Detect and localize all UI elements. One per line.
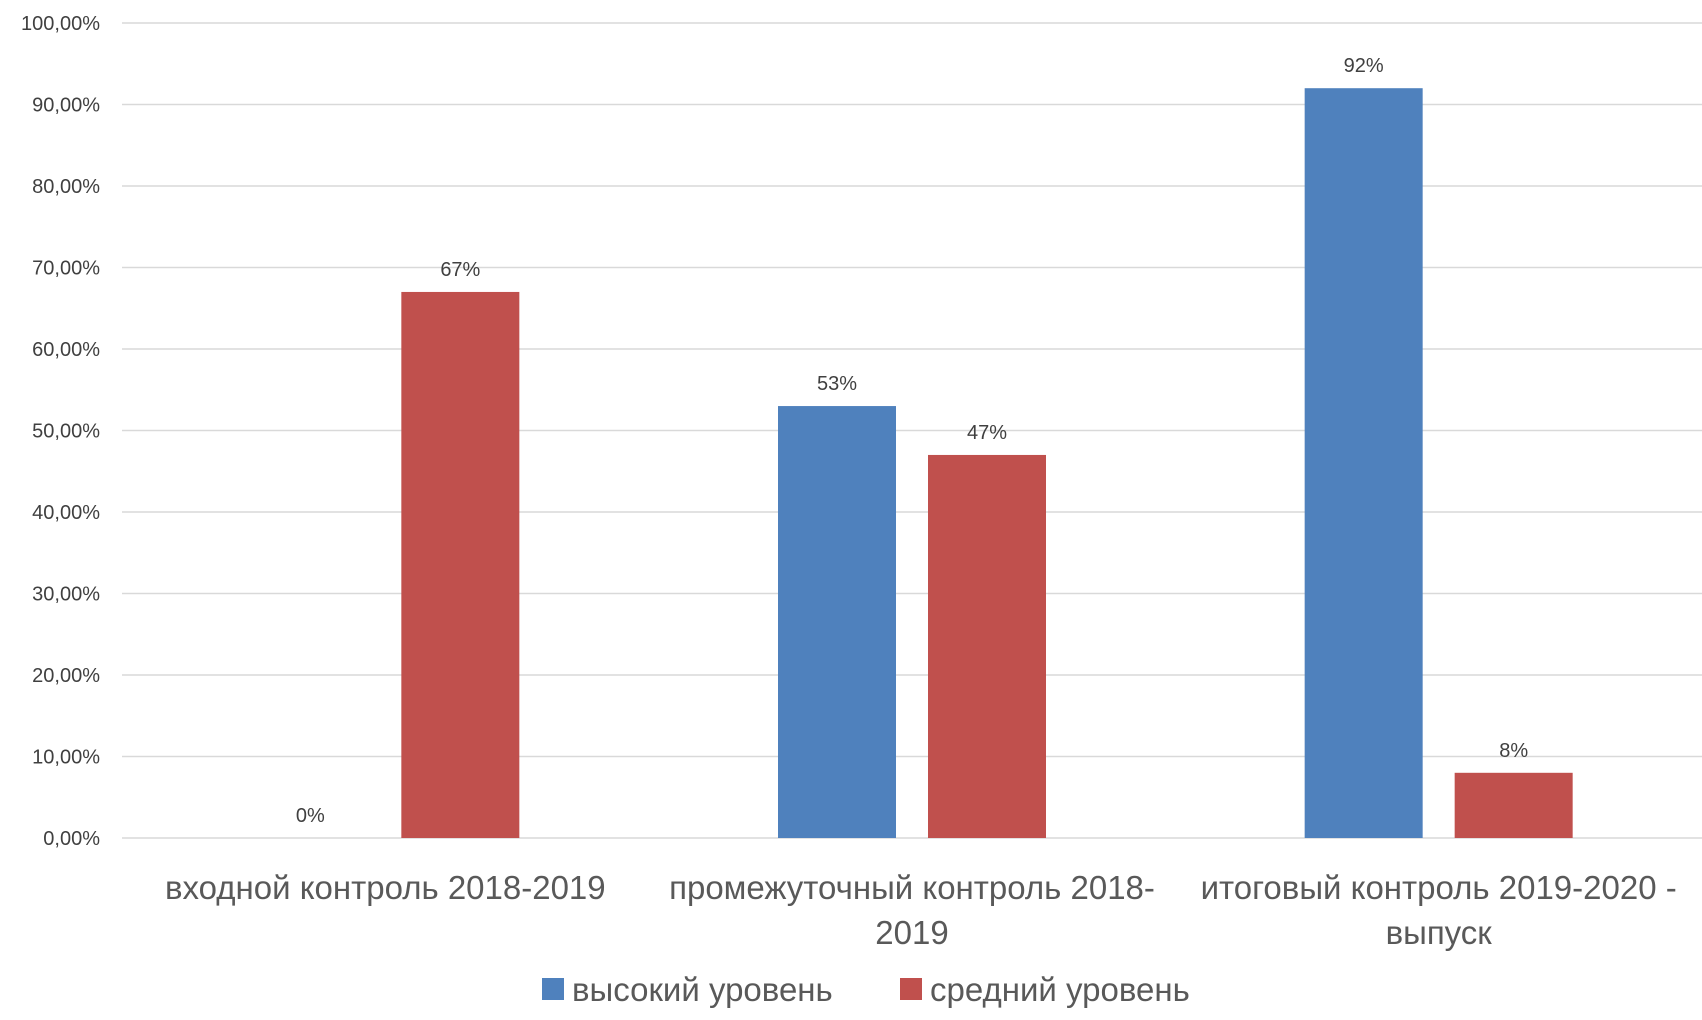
data-label: 53% (817, 373, 857, 395)
bar-series-2-category-3 (1454, 772, 1573, 838)
data-label: 92% (1344, 55, 1384, 77)
y-tick-label: 40,00% (32, 502, 100, 524)
legend-label: средний уровень (930, 971, 1190, 1008)
y-tick-label: 90,00% (32, 95, 100, 117)
category-label: выпуск (1386, 914, 1493, 951)
category-label: входной контроль 2018-2019 (165, 869, 606, 906)
y-tick-label: 60,00% (32, 339, 100, 361)
data-label: 47% (967, 422, 1007, 444)
y-axis-tick-labels: 0,00% 10,00% 20,00% 30,00% 40,00% 50,00% 60,00… (21, 13, 100, 850)
bar-series-2-category-1 (401, 291, 520, 838)
category-label: 2019 (875, 914, 948, 951)
y-tick-label: 100,00% (21, 13, 100, 35)
data-label: 0% (296, 805, 325, 827)
y-tick-label: 70,00% (32, 258, 100, 280)
data-labels: 0% 67% 53% 47% 92% 8% (296, 55, 1528, 827)
legend-label: высокий уровень (572, 971, 833, 1008)
bar-series-2-category-2 (928, 454, 1046, 838)
bar-series-1-category-2 (778, 406, 896, 838)
y-tick-label: 0,00% (43, 828, 100, 850)
bar-series-1-category-3 (1304, 88, 1423, 838)
y-tick-label: 50,00% (32, 421, 100, 443)
data-label: 67% (440, 259, 480, 281)
y-tick-label: 20,00% (32, 665, 100, 687)
category-label: итоговый контроль 2019-2020 - (1201, 869, 1677, 906)
legend-swatch (542, 978, 564, 1000)
legend-swatch (900, 978, 922, 1000)
gridlines (122, 22, 1702, 839)
data-label: 8% (1499, 740, 1528, 762)
y-tick-label: 10,00% (32, 747, 100, 769)
legend: высокий уровень средний уровень (542, 971, 1190, 1008)
bars (401, 88, 1573, 838)
category-label: промежуточный контроль 2018- (669, 869, 1155, 906)
x-axis-category-labels: входной контроль 2018-2019 промежуточный … (165, 869, 1677, 951)
y-tick-label: 80,00% (32, 176, 100, 198)
y-tick-label: 30,00% (32, 584, 100, 606)
